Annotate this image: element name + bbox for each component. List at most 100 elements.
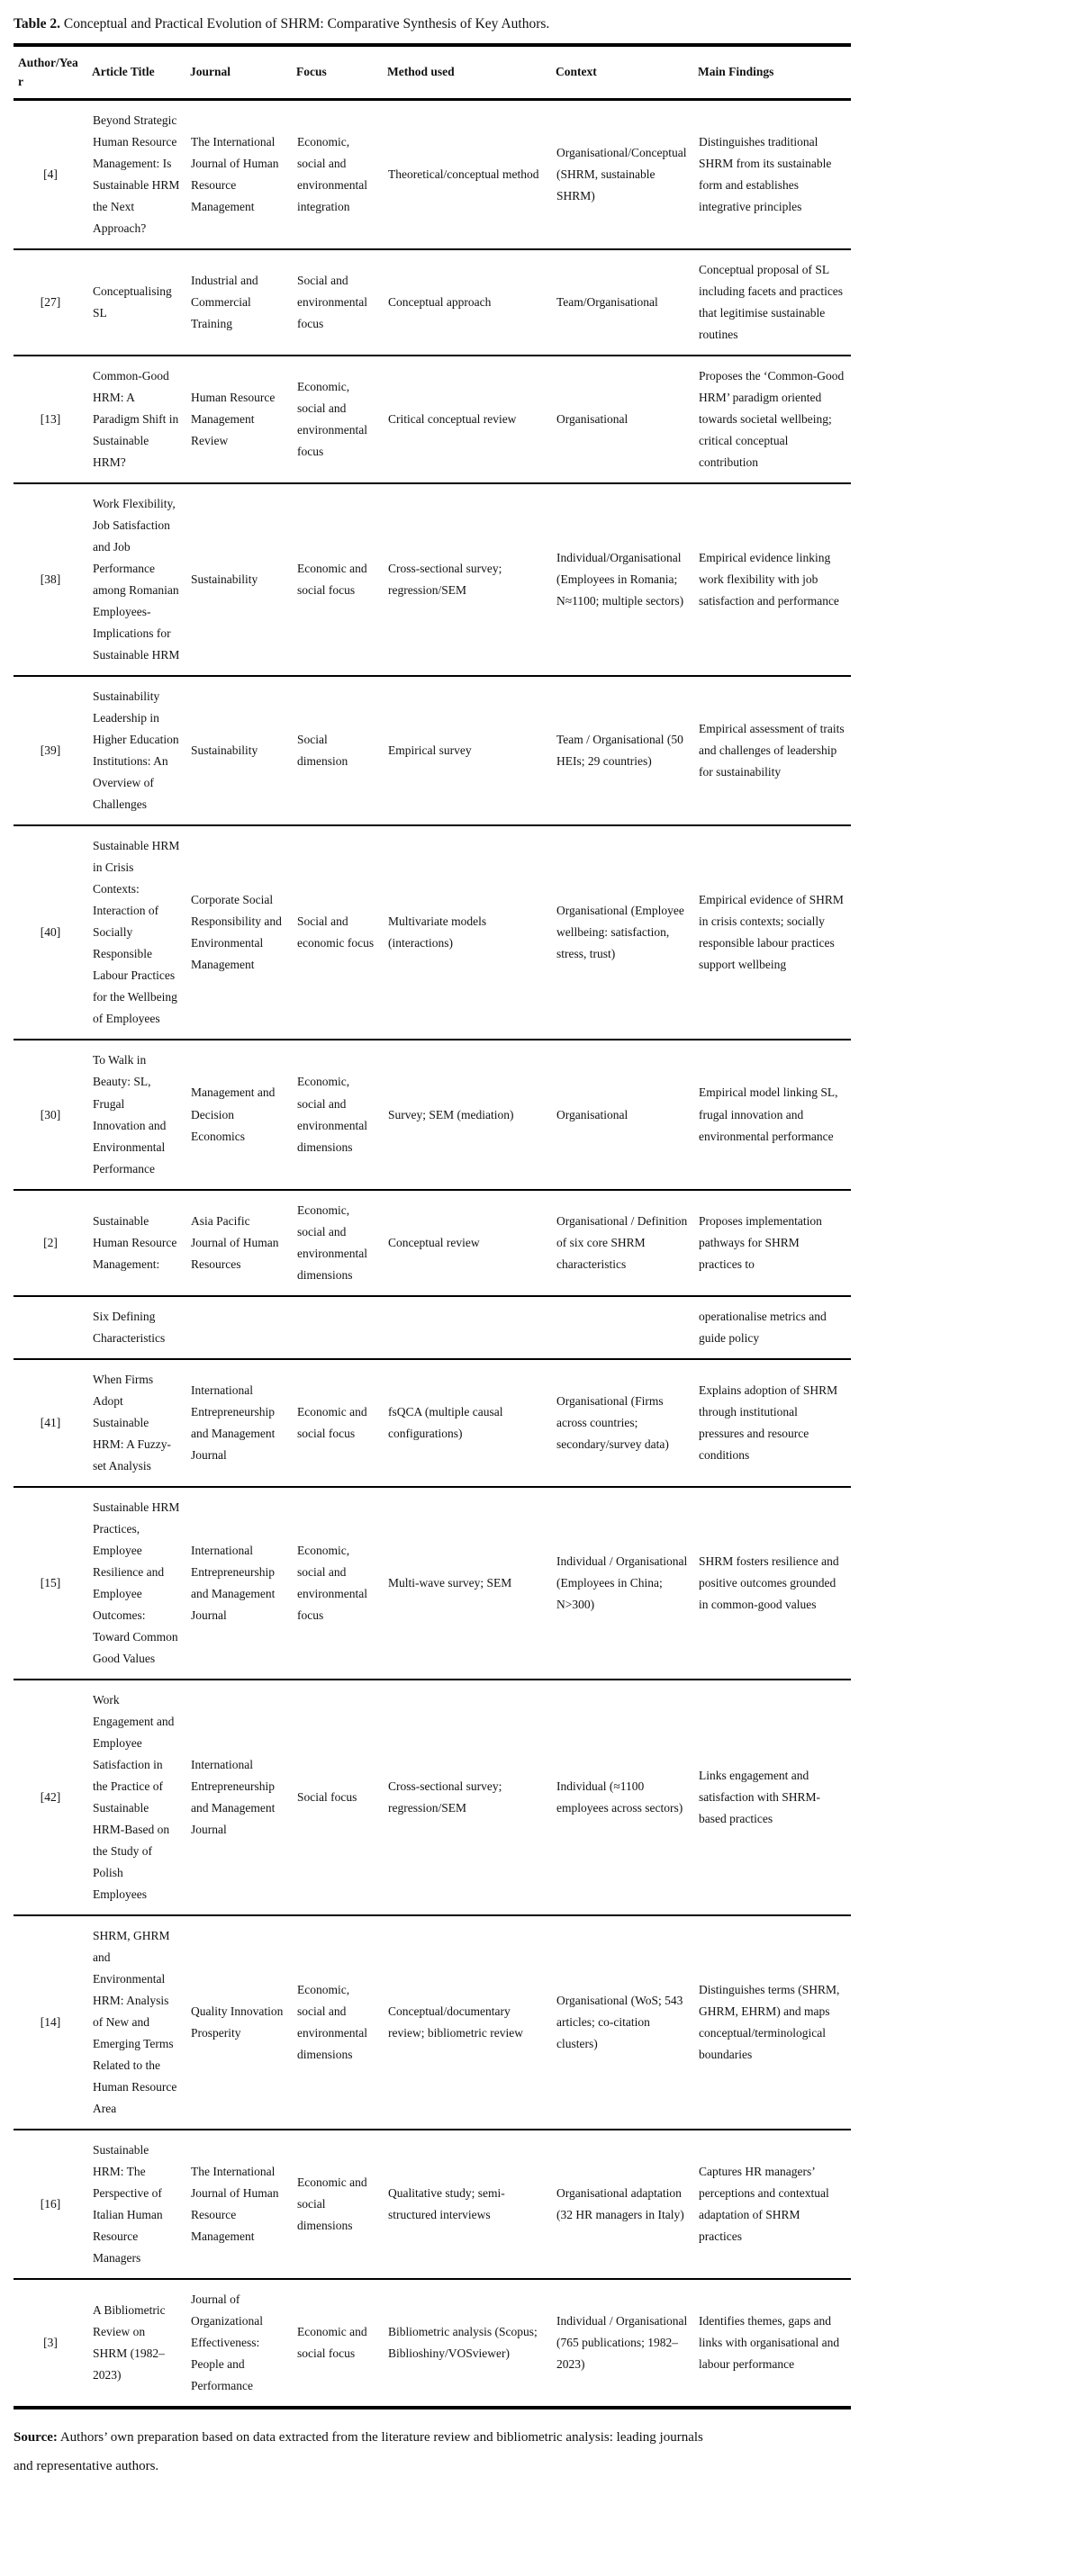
cell-focus: Economic and social focus [292,482,383,677]
cell-article-title: Sustainable HRM Practices, Employee Resi… [87,1485,185,1680]
cell-journal: Industrial and Commercial Training [185,248,292,356]
cell-main-findings: Empirical evidence of SHRM in crisis con… [693,824,851,1040]
cell-method-used [383,1294,551,1359]
cell-focus: Economic, social and environmental dimen… [292,1914,383,2130]
table-caption-label: Table 2. [14,16,60,32]
column-header-context: Context [551,44,693,101]
cell-context: Organisational [551,355,693,484]
table-row: [40] Sustainable HRM in Crisis Contexts: … [14,824,851,1040]
cell-article-title: Common-Good HRM: A Paradigm Shift in Sus… [87,355,185,484]
cell-author-year: [15] [14,1485,87,1680]
cell-main-findings: operationalise metrics and guide policy [693,1294,851,1359]
cell-focus: Economic and social focus [292,2278,383,2409]
cell-author-year: [27] [14,248,87,356]
column-header-journal: Journal [185,44,292,101]
table-row: [2] Sustainable Human Resource Management… [14,1188,851,1296]
cell-journal: The International Journal of Human Resou… [191,134,279,213]
cell-focus: Economic, social and environmental focus [292,355,383,484]
cell-context: Individual / Organisational (765 publica… [551,2278,693,2409]
comparative-synthesis-table: Author/Year Article Title Journal Focus Meth… [14,42,851,2410]
cell-context: Individual/Organisational (Employees in … [551,482,693,677]
cell-method-used: Survey; SEM (mediation) [383,1039,551,1190]
cell-article-title: Sustainable HRM in Crisis Contexts: Inte… [87,824,185,1040]
cell-article-title: When Firms Adopt Sustainable HRM: A Fuzz… [87,1357,185,1487]
cell-main-findings: SHRM fosters resilience and positive out… [693,1485,851,1680]
cell-context: Organisational (WoS; 543 articles; co-ci… [551,1914,693,2130]
table-row: [39] Sustainability Leadership in Higher … [14,675,851,826]
cell-author-year [14,1294,87,1359]
cell-main-findings: Proposes the ‘Common-Good HRM’ paradigm … [693,355,851,484]
cell-author-year: [41] [14,1357,87,1487]
table-caption-text: Conceptual and Practical Evolution of SH… [59,16,550,32]
cell-method-used: Theoretical/conceptual method [388,167,539,181]
cell-main-findings: Captures HR managers’ perceptions and co… [693,2129,851,2280]
cell-context: Team/Organisational [551,248,693,356]
table-row: [38] Work Flexibility, Job Satisfaction a… [14,482,851,677]
cell-main-findings: Links engagement and satisfaction with S… [693,1678,851,1916]
column-header-main-findings: Main Findings [693,44,851,101]
column-header-method-used: Method used [383,44,551,101]
cell-focus: Social dimension [292,675,383,826]
table-row: [14] SHRM, GHRM and Environmental HRM: An… [14,1914,851,2130]
cell-article-title: Six Defining Characteristics [87,1294,185,1359]
cell-author-year: [40] [14,824,87,1040]
cell-main-findings: Distinguishes terms (SHRM, GHRM, EHRM) a… [693,1914,851,2130]
cell-article-title: Work Engagement and Employee Satisfactio… [87,1678,185,1916]
cell-main-findings: Proposes implementation pathways for SHR… [693,1188,851,1296]
cell-journal: International Entrepreneurship and Manag… [185,1357,292,1487]
cell-journal: Sustainability [185,675,292,826]
cell-context: Organisational [551,1039,693,1190]
cell-journal: Sustainability [185,482,292,677]
cell-author-year: [16] [14,2129,87,2280]
source-label: Source: [14,2430,58,2445]
table-row: Six Defining Characteristics operationali… [14,1294,851,1359]
column-header-article-title: Article Title [87,44,185,101]
cell-journal: Asia Pacific Journal of Human Resources [185,1188,292,1296]
cell-context: Organisational/Conceptual (SHRM, sustain… [556,145,687,203]
cell-focus: Economic, social and environmental integ… [297,134,367,213]
cell-context: Organisational adaptation (32 HR manager… [551,2129,693,2280]
table-row: [16] Sustainable HRM: The Perspective of … [14,2129,851,2280]
cell-author-year: [30] [14,1039,87,1190]
cell-article-title: Sustainable HRM: The Perspective of Ital… [87,2129,185,2280]
cell-author-year: [38] [14,482,87,677]
cell-method-used: Bibliometric analysis (Scopus; Biblioshi… [383,2278,551,2409]
cell-method-used: Critical conceptual review [383,355,551,484]
cell-focus: Social and economic focus [292,824,383,1040]
cell-journal: International Entrepreneurship and Manag… [185,1678,292,1916]
cell-article-title: Work Flexibility, Job Satisfaction and J… [87,482,185,677]
table-row: [4] Beyond Strategic Human Resource Manag… [14,99,851,249]
cell-main-findings: Explains adoption of SHRM through instit… [693,1357,851,1487]
cell-article-title: To Walk in Beauty: SL, Frugal Innovation… [87,1039,185,1190]
table-source-note: Source: Authors’ own preparation based o… [14,2424,725,2481]
cell-context: Individual / Organisational (Employees i… [551,1485,693,1680]
source-text: Authors’ own preparation based on data e… [14,2430,703,2473]
column-header-author-year: Author/Year [14,44,87,101]
cell-article-title: Sustainability Leadership in Higher Educ… [87,675,185,826]
cell-main-findings: Conceptual proposal of SL including face… [693,248,851,356]
cell-journal: International Entrepreneurship and Manag… [185,1485,292,1680]
cell-journal: The International Journal of Human Resou… [185,2129,292,2280]
cell-method-used: Multi-wave survey; SEM [383,1485,551,1680]
cell-article-title: Conceptualising SL [87,248,185,356]
cell-method-used: Cross-sectional survey; regression/SEM [383,482,551,677]
cell-focus: Social focus [292,1678,383,1916]
cell-method-used: Conceptual review [383,1188,551,1296]
cell-focus: Economic and social focus [292,1357,383,1487]
cell-article-title: SHRM, GHRM and Environmental HRM: Analys… [87,1914,185,2130]
cell-method-used: Conceptual/documentary review; bibliomet… [383,1914,551,2130]
header-row: Author/Year Article Title Journal Focus Meth… [14,44,851,101]
cell-focus: Economic, social and environmental dimen… [292,1039,383,1190]
table-header: Author/Year Article Title Journal Focus Meth… [14,44,851,101]
cell-main-findings: Empirical model linking SL, frugal innov… [693,1039,851,1190]
cell-main-findings: Distinguishes traditional SHRM from its … [699,134,832,213]
cell-journal: Quality Innovation Prosperity [185,1914,292,2130]
cell-focus: Economic, social and environmental dimen… [292,1188,383,1296]
table-row: [41] When Firms Adopt Sustainable HRM: A … [14,1357,851,1487]
cell-method-used: Empirical survey [383,675,551,826]
cell-focus [292,1294,383,1359]
cell-context: Individual (≈1100 employees across secto… [551,1678,693,1916]
table-body: [4] Beyond Strategic Human Resource Manag… [14,99,851,2409]
cell-method-used: Multivariate models (interactions) [383,824,551,1040]
